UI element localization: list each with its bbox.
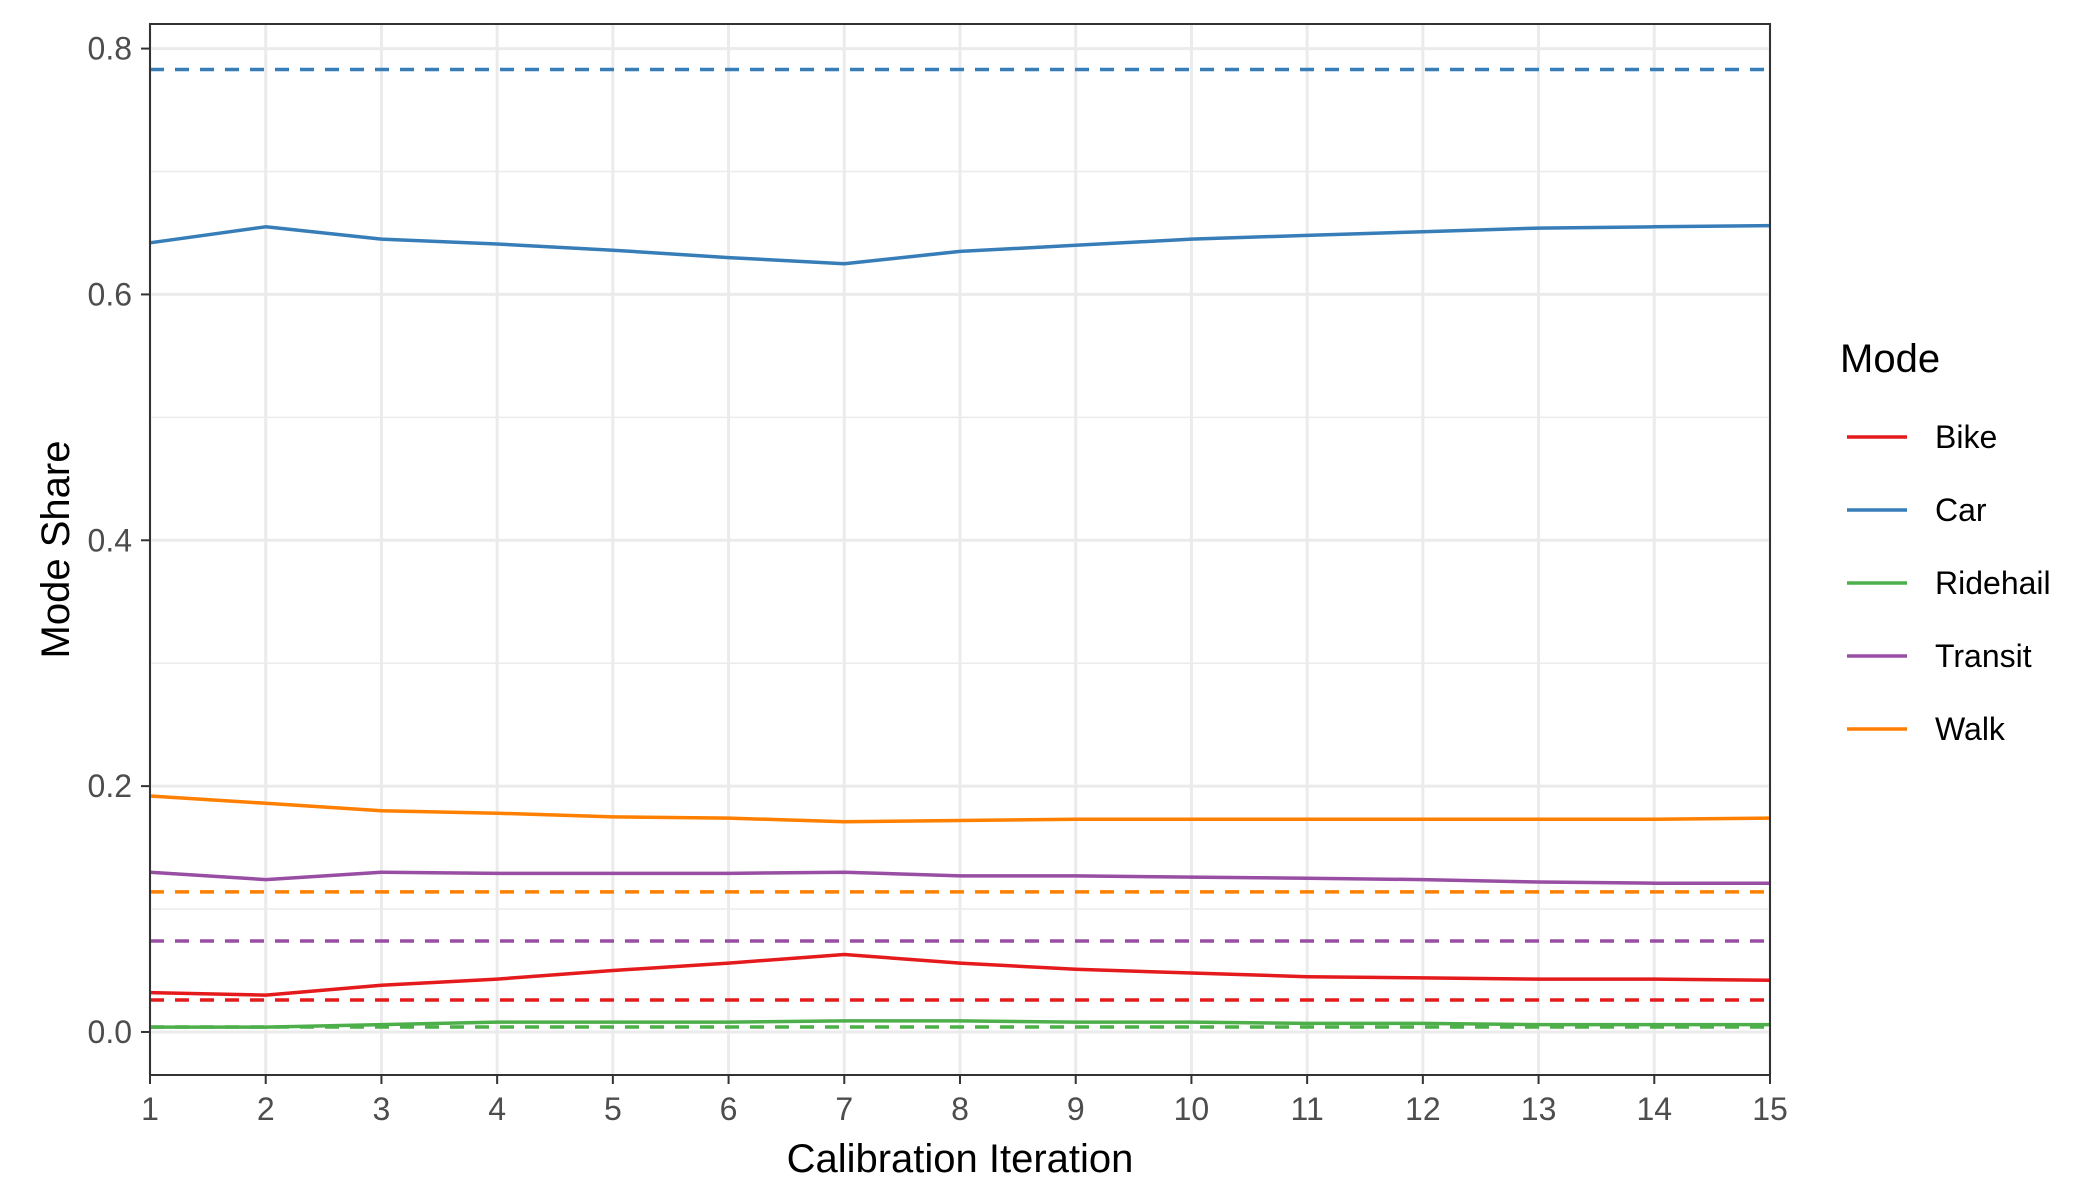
legend-label-bike: Bike [1935,419,1997,455]
x-tick-label: 2 [257,1091,275,1127]
x-tick-label: 13 [1521,1091,1557,1127]
target-lines [150,67,1770,1029]
legend-label-walk: Walk [1935,711,2006,747]
x-tick-label: 14 [1636,1091,1672,1127]
x-tick-label: 7 [835,1091,853,1127]
y-tick-label: 0.6 [88,276,132,312]
series-line-ridehail [150,1019,1770,1029]
y-axis: 0.0 0.2 0.4 0.6 0.8 [88,31,150,1050]
y-tick-label: 0.0 [88,1014,132,1050]
series-line-car [149,223,1771,266]
legend-items: Bike Car Ridehail Transit Walk [1847,419,2051,747]
y-tick-label: 0.4 [88,522,132,558]
x-tick-label: 3 [373,1091,391,1127]
legend: Mode Bike Car Ridehail Transit Walk [1840,337,2051,747]
x-axis-title: Calibration Iteration [787,1137,1134,1181]
x-tick-label: 6 [720,1091,738,1127]
x-tick-label: 11 [1291,1091,1324,1127]
x-tick-label: 9 [1067,1091,1085,1127]
series-line-bike [149,952,1771,997]
series-lines [149,223,1771,1029]
x-tick-label: 4 [488,1091,506,1127]
legend-label-transit: Transit [1935,638,2032,674]
x-tick-label: 12 [1405,1091,1441,1127]
x-tick-label: 10 [1174,1091,1210,1127]
x-tick-label: 5 [604,1091,622,1127]
x-tick-label: 8 [951,1091,969,1127]
legend-title: Mode [1840,337,1940,381]
y-axis-title: Mode Share [34,441,78,659]
series-line-transit [149,870,1770,885]
series-line-walk [149,794,1771,824]
x-tick-label: 15 [1752,1091,1788,1127]
x-axis: 1 2 3 4 5 6 7 8 9 10 11 12 13 14 15 [141,1075,1788,1127]
y-tick-label: 0.8 [88,31,132,67]
grid-major [148,24,1772,1075]
x-tick-label: 1 [141,1091,159,1127]
y-tick-label: 0.2 [88,768,132,804]
legend-label-ridehail: Ridehail [1935,565,2051,601]
legend-label-car: Car [1935,492,1987,528]
